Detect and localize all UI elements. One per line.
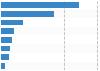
Bar: [1, 28, 14, 34]
Bar: [1, 2, 79, 8]
Bar: [1, 63, 5, 69]
Bar: [1, 27, 99, 36]
Bar: [1, 62, 99, 70]
Bar: [1, 20, 23, 25]
Bar: [1, 9, 99, 18]
Bar: [1, 36, 99, 44]
Bar: [1, 18, 99, 27]
Bar: [1, 44, 99, 53]
Bar: [1, 53, 99, 62]
Bar: [1, 1, 99, 9]
Bar: [1, 54, 9, 60]
Bar: [1, 11, 54, 17]
Bar: [1, 46, 10, 51]
Bar: [1, 37, 12, 43]
